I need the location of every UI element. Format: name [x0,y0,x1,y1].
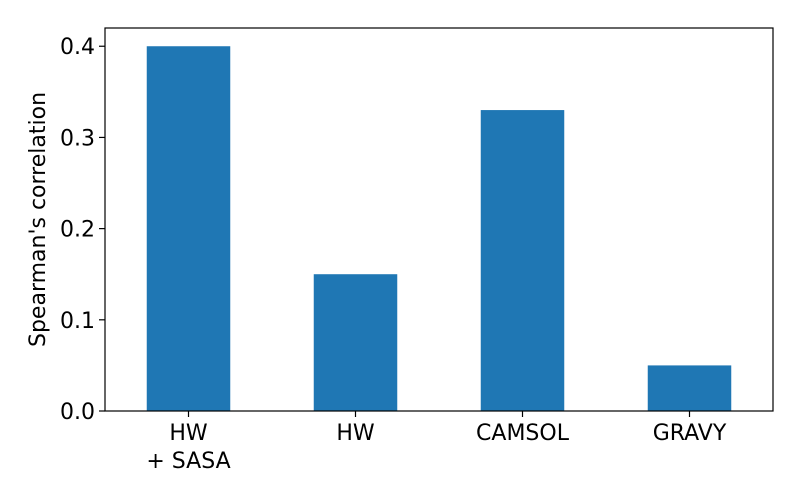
bar [647,365,732,411]
y-tick-label: 0.2 [60,218,95,243]
x-tick-label-line: HW [169,421,208,446]
x-tick-label-line: GRAVY [653,421,727,446]
x-tick-label: HW + SASA [146,421,230,474]
y-axis: 0.0 0.1 0.2 0.3 0.4 [60,35,105,425]
y-tick-label: 0.1 [60,309,95,334]
plot-frame [104,27,774,412]
y-axis-label: Spearman's correlation [26,92,51,347]
y-tick-label: 0.3 [60,126,95,151]
bar [313,274,398,411]
bar [480,110,565,412]
x-tick-label-line: HW [336,421,375,446]
bar [146,46,231,411]
x-tick-label: HW [336,421,375,446]
y-tick-label: 0.4 [60,35,95,60]
y-tick-label: 0.0 [60,400,95,425]
x-tick-label-line: CAMSOL [476,421,570,446]
bars-layer [146,46,732,412]
x-tick-label: GRAVY [653,421,727,446]
x-tick-label: CAMSOL [476,421,570,446]
x-axis: HW + SASA HW CAMSOL GRAVY [146,411,727,474]
x-tick-label-line: + SASA [146,449,230,474]
